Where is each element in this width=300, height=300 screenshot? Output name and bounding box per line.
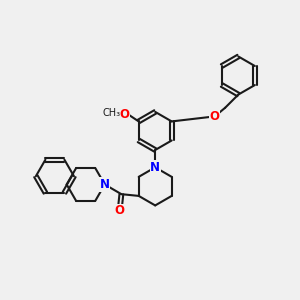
Text: O: O xyxy=(115,204,124,217)
Text: O: O xyxy=(120,108,130,121)
Text: N: N xyxy=(150,161,160,174)
Text: CH₃: CH₃ xyxy=(103,109,121,118)
Text: N: N xyxy=(100,178,110,191)
Text: O: O xyxy=(210,110,220,123)
